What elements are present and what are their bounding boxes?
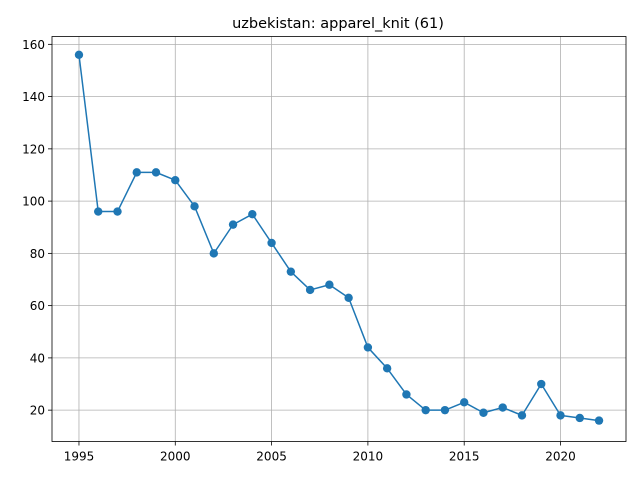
data-point bbox=[575, 413, 584, 423]
data-point bbox=[344, 293, 353, 302]
data-point bbox=[517, 411, 527, 420]
y-tick-label: 160 bbox=[22, 38, 45, 52]
data-point bbox=[421, 405, 430, 415]
data-point bbox=[267, 238, 276, 248]
axis-ticks: 1995 2000 2005 2010 2015 20202040608010012014… bbox=[22, 38, 576, 464]
y-tick-label: 60 bbox=[30, 299, 45, 313]
data-point bbox=[74, 50, 84, 59]
x-tick-label: 1995 bbox=[64, 450, 95, 464]
x-tick-label: 2005 bbox=[256, 450, 287, 464]
data-point bbox=[440, 405, 450, 415]
x-tick-label: 2000 bbox=[160, 450, 191, 464]
data-point bbox=[537, 379, 546, 389]
data-point bbox=[402, 390, 411, 399]
data-point bbox=[325, 280, 334, 289]
y-tick-label: 100 bbox=[22, 195, 45, 209]
data-point bbox=[228, 220, 238, 229]
y-tick-label: 80 bbox=[30, 247, 45, 261]
data-point bbox=[113, 207, 122, 216]
series-layer bbox=[74, 50, 604, 425]
data-point bbox=[209, 249, 218, 258]
x-tick-label: 2010 bbox=[353, 450, 384, 464]
chart-title: uzbekistan: apparel_knit (61) bbox=[232, 16, 444, 32]
data-point bbox=[498, 403, 507, 412]
data-point bbox=[460, 398, 469, 407]
series-line bbox=[78, 54, 600, 422]
grid bbox=[52, 36, 626, 442]
data-point bbox=[151, 168, 161, 177]
y-tick-label: 140 bbox=[22, 90, 45, 104]
x-tick-label: 2015 bbox=[449, 450, 480, 464]
data-point bbox=[479, 408, 488, 417]
data-point bbox=[363, 343, 373, 352]
data-point bbox=[248, 209, 257, 219]
data-point bbox=[382, 364, 392, 373]
data-point bbox=[190, 202, 199, 211]
y-tick-label: 20 bbox=[30, 404, 45, 418]
y-tick-label: 120 bbox=[22, 142, 45, 156]
x-tick-label: 2020 bbox=[545, 450, 576, 464]
data-point bbox=[132, 168, 141, 177]
y-tick-label: 40 bbox=[30, 351, 45, 365]
data-point bbox=[171, 176, 180, 185]
data-point bbox=[94, 207, 103, 216]
plot-frame bbox=[51, 36, 627, 442]
data-point bbox=[286, 267, 296, 276]
data-point bbox=[556, 411, 565, 420]
data-point bbox=[305, 285, 315, 295]
data-point bbox=[594, 416, 604, 425]
